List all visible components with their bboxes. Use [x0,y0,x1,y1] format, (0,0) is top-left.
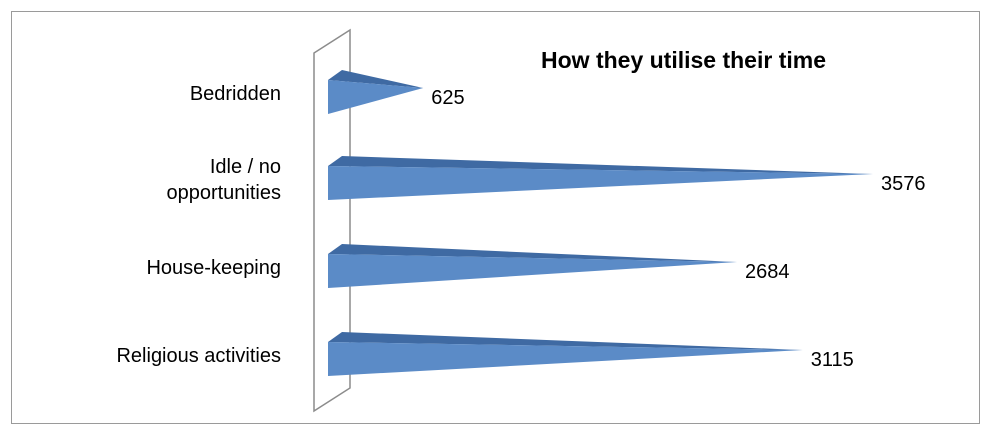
category-label: House-keeping [146,257,281,279]
category-label: opportunities [166,182,281,204]
bar [328,166,873,200]
chart-title: How they utilise their time [541,47,826,73]
bar-top-facet [328,156,873,174]
bar-top-facet [328,70,424,88]
data-label: 625 [431,87,464,109]
data-label: 3115 [811,349,854,371]
bar [328,80,424,114]
category-label: Bedridden [190,83,281,105]
axis-wall [313,28,351,413]
data-label: 2684 [745,261,790,283]
data-label: 3576 [881,173,926,195]
category-label: Idle / no [210,156,281,178]
bar-top-facet [328,244,738,262]
category-label: Religious activities [116,345,281,367]
bar [328,342,803,376]
bar-top-facet [328,332,803,350]
bar [328,254,738,288]
